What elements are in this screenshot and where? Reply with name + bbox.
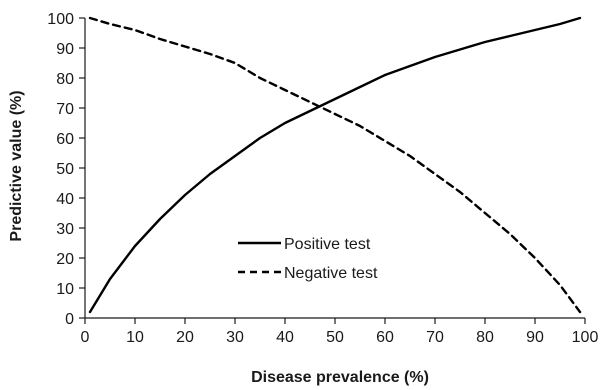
x-tick-label: 80	[476, 329, 494, 346]
x-tick-label: 30	[226, 329, 244, 346]
y-tick-label: 50	[56, 161, 74, 178]
x-tick-label: 50	[326, 329, 344, 346]
y-tick-label: 80	[56, 71, 74, 88]
y-tick-label: 40	[56, 191, 74, 208]
y-tick-label: 100	[47, 11, 74, 28]
legend-label-negative-test: Negative test	[284, 265, 378, 282]
x-axis-title: Disease prevalence (%)	[251, 369, 429, 386]
y-tick-label: 10	[56, 281, 74, 298]
x-tick-label: 100	[572, 329, 599, 346]
legend: Positive test Negative test	[238, 236, 378, 282]
x-tick-label: 10	[126, 329, 144, 346]
y-tick-label: 20	[56, 251, 74, 268]
series-layer	[88, 16, 582, 314]
x-tick-label: 90	[526, 329, 544, 346]
y-tick-label: 60	[56, 131, 74, 148]
y-tick-label: 30	[56, 221, 74, 238]
x-tick-label: 70	[426, 329, 444, 346]
y-axis-title: Predictive value (%)	[8, 90, 25, 241]
x-tick-label: 40	[276, 329, 294, 346]
y-tick-label: 90	[56, 41, 74, 58]
series-line-negative-test	[88, 16, 582, 314]
x-tick-label: 60	[376, 329, 394, 346]
y-tick-label: 0	[65, 311, 74, 328]
y-tick-label: 70	[56, 101, 74, 118]
x-tick-label: 20	[176, 329, 194, 346]
y-axis-ticks: 0 10 20 30 40 50 60 70 80 90 100	[47, 11, 85, 328]
series-line-positive-test	[88, 16, 582, 314]
legend-label-positive-test: Positive test	[284, 236, 371, 253]
x-tick-label: 0	[81, 329, 90, 346]
x-axis-ticks: 0 10 20 30 40 50 60 70 80 90 100	[81, 318, 599, 346]
